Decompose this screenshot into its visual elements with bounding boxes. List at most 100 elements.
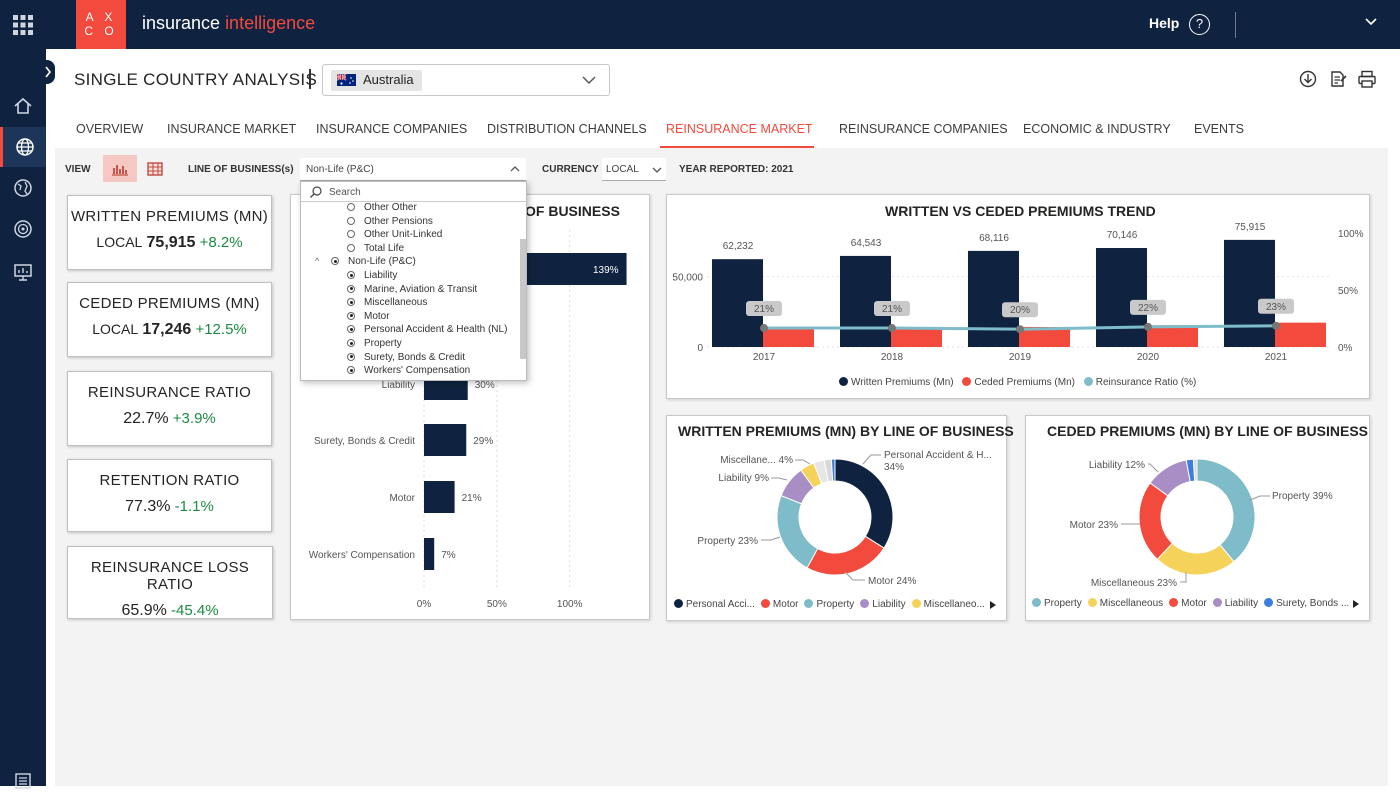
legend-item[interactable]: Personal Acci... [674,599,755,610]
tab-overview[interactable]: OVERVIEW [76,122,144,136]
donut-slice[interactable] [806,535,885,576]
donut-slice[interactable] [1156,542,1235,576]
tab-distribution-channels[interactable]: DISTRIBUTION CHANNELS [487,122,647,136]
ceded-bar[interactable] [891,327,942,347]
chevron-down-icon[interactable] [581,73,597,92]
tab-insurance-companies[interactable]: INSURANCE COMPANIES [316,122,468,136]
donut-slice[interactable] [830,458,836,482]
ratio-point[interactable] [1016,325,1024,334]
dropdown-option[interactable]: Total Life [347,243,404,254]
legend-dot-icon [1169,598,1179,607]
world-map-icon[interactable] [0,168,46,208]
line-of-business-select[interactable]: Non-Life (P&C) [300,158,526,181]
bar[interactable] [424,538,435,570]
legend-item[interactable]: Liability [860,599,906,610]
currency-select[interactable]: LOCAL [602,158,666,181]
written-bar[interactable] [1224,239,1275,347]
help-icon[interactable]: ? [1189,14,1210,35]
legend-item[interactable]: Ceded Premiums (Mn) [962,377,1075,388]
sidebar-expand-button[interactable] [41,60,55,84]
donut-slice[interactable] [1192,458,1198,482]
radio-icon [347,298,355,307]
tab-reinsurance-market[interactable]: REINSURANCE MARKET [666,122,813,136]
kpi-change: +12.5% [195,321,247,338]
legend-next-icon[interactable] [1352,599,1360,609]
country-select[interactable]: Australia [322,64,610,96]
legend-item[interactable]: Surety, Bonds ... [1264,598,1349,609]
chevron-down-icon[interactable] [1364,14,1378,33]
chart-view-button[interactable] [103,155,137,182]
dropdown-option[interactable]: Personal Accident & Health (NL) [347,324,507,335]
donut-slice[interactable] [1196,458,1256,563]
download-icon[interactable] [1299,70,1317,93]
ceded-bar[interactable] [763,328,814,347]
ratio-point[interactable] [760,324,768,333]
target-icon[interactable] [0,209,46,249]
dropdown-option[interactable]: Other Pensions [347,216,433,227]
tab-reinsurance-companies[interactable]: REINSURANCE COMPANIES [839,122,1008,136]
data-label: 21% [462,493,482,504]
dropdown-option[interactable]: Workers' Compensation [347,365,470,376]
sidebar [0,49,46,789]
help-link[interactable]: Help [1149,15,1180,31]
australia-flag-icon [337,74,356,86]
legend-next-icon[interactable] [989,600,997,610]
written-bar[interactable] [968,250,1019,347]
legend-item[interactable]: Written Premiums (Mn) [839,377,954,388]
dropdown-scrollbar[interactable] [520,239,526,359]
ratio-point[interactable] [888,324,896,333]
chart-title: WRITTEN VS CEDED PREMIUMS TREND [885,203,1156,219]
y2-tick-label: 100% [1338,229,1364,240]
legend-item[interactable]: Liability [1212,598,1258,609]
home-icon[interactable] [0,86,46,126]
legend-item[interactable]: Property [804,599,854,610]
ratio-label-bg [874,301,910,317]
ceded-bar[interactable] [1147,325,1198,347]
data-label: 30% [475,380,495,391]
app-launcher-icon[interactable] [0,0,46,49]
dropdown-option[interactable]: Other Other [347,202,417,213]
export-icon[interactable] [1329,70,1347,93]
dropdown-option[interactable]: ^ Non-Life (P&C) [315,256,416,267]
table-view-button[interactable] [138,155,172,182]
dropdown-option[interactable]: Property [347,338,402,349]
dropdown-option[interactable]: Motor [347,311,390,322]
legend-item[interactable]: Miscellaneous [1087,598,1163,609]
dropdown-option[interactable]: Miscellaneous [347,297,427,308]
ceded-bar[interactable] [1019,326,1070,347]
bar[interactable] [424,481,455,513]
axco-logo[interactable]: A X C O [76,0,126,49]
bar[interactable] [424,424,467,456]
dropdown-option[interactable]: Liability [347,270,397,281]
legend-item[interactable]: Miscellaneo... [911,599,985,610]
dropdown-option[interactable]: Surety, Bonds & Credit [347,352,465,363]
globe-icon[interactable] [0,127,46,167]
y2-tick-label: 0% [1338,343,1353,354]
ratio-point[interactable] [1272,321,1280,330]
written-bar[interactable] [1096,248,1147,347]
print-icon[interactable] [1357,70,1377,93]
slice-label: Motor 24% [868,576,916,587]
country-tag[interactable]: Australia [331,70,422,91]
dropdown-search-input[interactable]: Search [301,182,526,202]
collapse-caret-icon[interactable]: ^ [315,256,320,267]
legend-label: Property [816,599,855,610]
x-tick-label: 2021 [1265,352,1288,363]
tab-events[interactable]: EVENTS [1194,122,1245,136]
donut-slice[interactable] [776,494,819,569]
ceded-bar[interactable] [1275,322,1326,347]
legend-item[interactable]: Motor [1169,598,1207,609]
list-icon[interactable] [0,761,46,801]
line-of-business-value: Non-Life (P&C) [306,164,374,175]
ratio-point[interactable] [1144,322,1152,331]
dropdown-option[interactable]: Other Unit-Linked [347,229,442,240]
radio-icon [331,257,339,266]
tab-insurance-market[interactable]: INSURANCE MARKET [167,122,297,136]
legend-label: Surety, Bonds ... [1276,598,1350,609]
dropdown-option[interactable]: Marine, Aviation & Transit [347,284,477,295]
tab-economic-industry[interactable]: ECONOMIC & INDUSTRY [1023,122,1171,136]
legend-item[interactable]: Property [1032,598,1082,609]
presentation-icon[interactable] [0,252,46,292]
legend-item[interactable]: Motor [760,599,798,610]
legend-item[interactable]: Reinsurance Ratio (%) [1083,377,1196,388]
